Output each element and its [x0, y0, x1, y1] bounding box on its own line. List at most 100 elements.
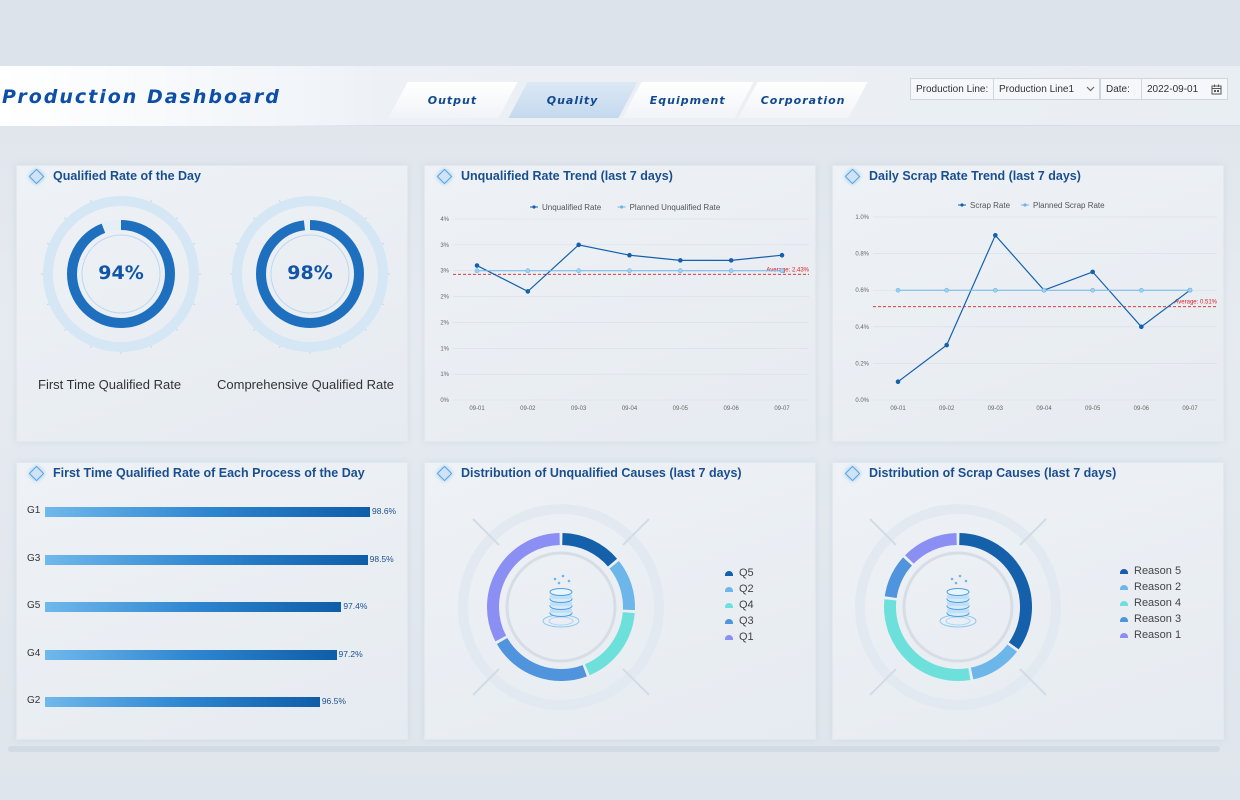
horizontal-scrollbar[interactable] — [8, 746, 1220, 752]
gauge-inner-ring — [270, 234, 350, 314]
x-tick-label: 09-05 — [1085, 406, 1101, 412]
unqualified-trend-card: Unqualified Rate Trend (last 7 days) 0% 1… — [424, 165, 816, 442]
legend-item[interactable]: Reason 4 — [1120, 595, 1181, 611]
scrap-causes-title-text: Distribution of Scrap Causes (last 7 day… — [869, 466, 1117, 480]
date-picker[interactable]: 2022-09-01 — [1141, 78, 1228, 100]
donut-slice-q2[interactable] — [609, 560, 635, 611]
donut-slice-reason-3[interactable] — [884, 557, 913, 599]
gauge-label-comprehensive: Comprehensive Qualified Rate — [217, 377, 395, 392]
data-point — [678, 258, 683, 263]
data-point — [627, 252, 632, 258]
data-point — [474, 263, 480, 268]
scrap-trend-chart: 0.0% 0.2% 0.4% 0.6% 0.8% 1.0% 09-01 09-02 09-03 0… — [855, 201, 1217, 412]
legend-dot — [532, 205, 536, 209]
tab-corporation[interactable]: Corporation — [738, 82, 868, 118]
legend-item[interactable]: Q5 — [725, 565, 754, 581]
donut-slice-q4[interactable] — [584, 611, 635, 676]
legend-item[interactable]: Reason 5 — [1120, 563, 1181, 579]
legend-label: Q3 — [739, 615, 754, 627]
unqualified-causes-title-text: Distribution of Unqualified Causes (last… — [461, 466, 742, 480]
scrap-trend-title-text: Daily Scrap Rate Trend (last 7 days) — [869, 169, 1081, 183]
qualified-rate-title: Qualified Rate of the Day — [27, 166, 201, 186]
x-tick-label: 09-01 — [890, 406, 906, 412]
process-row: G3 98.5% — [27, 553, 407, 566]
donut-slice-reason-2[interactable] — [970, 644, 1017, 680]
average-label: Average: 2.43% — [766, 267, 809, 273]
data-point — [728, 268, 734, 274]
gauges-svg — [41, 196, 390, 354]
production-line-select[interactable]: Production Line1 — [993, 78, 1100, 100]
donut-slice-q3[interactable] — [496, 637, 587, 681]
calendar-icon[interactable] — [1211, 84, 1222, 95]
legend-item[interactable]: Reason 3 — [1120, 611, 1181, 627]
tab-output-label: Output — [428, 93, 478, 107]
scrap-causes-legend: Reason 5 Reason 2 Reason 4 Reason 3 Reason 1 — [1120, 563, 1181, 643]
legend-item[interactable]: Q1 — [725, 629, 754, 645]
legend-swatch — [1120, 568, 1128, 574]
process-value: 97.4% — [343, 601, 368, 611]
data-point — [474, 268, 480, 274]
unqualified-trend-title-text: Unqualified Rate Trend (last 7 days) — [461, 169, 673, 183]
legend-item[interactable]: Q3 — [725, 613, 754, 629]
process-row: G2 96.5% — [27, 695, 407, 708]
legend-item[interactable]: Q2 — [725, 581, 754, 597]
legend-swatch — [1120, 632, 1128, 638]
donut-slice-reason-5[interactable] — [959, 533, 1032, 650]
data-point — [1187, 287, 1193, 293]
database-icon — [939, 574, 977, 628]
scrap-trend-title: Daily Scrap Rate Trend (last 7 days) — [843, 166, 1081, 186]
legend-swatch — [725, 570, 733, 576]
unqualified-causes-legend: Q5 Q2 Q4 Q3 Q1 — [725, 565, 754, 645]
legend-label: Reason 1 — [1134, 629, 1182, 641]
legend-item[interactable]: Q4 — [725, 597, 754, 613]
legend-swatch — [1120, 584, 1128, 590]
legend-item[interactable]: Reason 1 — [1120, 627, 1181, 643]
donut-inner-ring — [505, 551, 617, 663]
tab-quality-label: Quality — [547, 93, 599, 107]
x-tick-label: 09-02 — [939, 406, 955, 412]
legend-swatch — [1120, 616, 1128, 622]
process-bar — [45, 602, 342, 612]
donut-slice-reason-1[interactable] — [905, 533, 958, 564]
process-rate-title: First Time Qualified Rate of Each Proces… — [27, 463, 365, 483]
x-tick-label: 09-04 — [622, 406, 638, 412]
tab-equipment[interactable]: Equipment — [622, 82, 754, 118]
process-row: G4 97.2% — [27, 648, 407, 661]
unqualified-causes-donut — [458, 504, 664, 710]
donut-spoke — [869, 668, 897, 696]
process-value: 97.2% — [338, 648, 363, 659]
tab-corporation-label: Corporation — [760, 93, 846, 107]
data-point — [576, 242, 581, 248]
legend-label[interactable]: Planned Unqualified Rate — [630, 203, 721, 212]
donut-halo — [458, 504, 664, 710]
y-tick-label: 1% — [440, 346, 449, 352]
process-bar — [45, 697, 320, 707]
legend-item[interactable]: Reason 2 — [1120, 579, 1181, 595]
gauge-halo — [232, 196, 388, 352]
data-point — [1090, 287, 1095, 293]
donut-spoke — [472, 518, 500, 546]
donut-spoke — [869, 518, 897, 546]
process-label: G5 — [27, 600, 41, 611]
data-point — [525, 289, 531, 294]
x-tick-label: 09-07 — [774, 406, 790, 412]
data-point — [895, 379, 901, 384]
y-tick-label: 4% — [440, 217, 449, 223]
tab-quality[interactable]: Quality — [508, 82, 638, 118]
legend-label[interactable]: Planned Scrap Rate — [1033, 201, 1105, 210]
x-tick-label: 09-06 — [1134, 406, 1150, 412]
donut-slice-q5[interactable] — [562, 533, 618, 567]
data-point — [779, 268, 785, 274]
tab-equipment-label: Equipment — [650, 93, 726, 107]
legend-label[interactable]: Unqualified Rate — [542, 203, 602, 212]
x-tick-label: 09-02 — [520, 406, 536, 412]
data-point — [1090, 269, 1095, 275]
tab-output[interactable]: Output — [388, 82, 518, 118]
scrap-trend-card: Daily Scrap Rate Trend (last 7 days) 0.0… — [832, 165, 1224, 442]
donut-slice-reason-4[interactable] — [884, 599, 971, 681]
gauge-label-first-time: First Time Qualified Rate — [38, 377, 182, 392]
legend-label: Q4 — [739, 599, 754, 611]
legend-label[interactable]: Scrap Rate — [970, 201, 1011, 210]
y-tick-label: 1% — [440, 372, 449, 378]
donut-slice-q1[interactable] — [487, 533, 560, 642]
